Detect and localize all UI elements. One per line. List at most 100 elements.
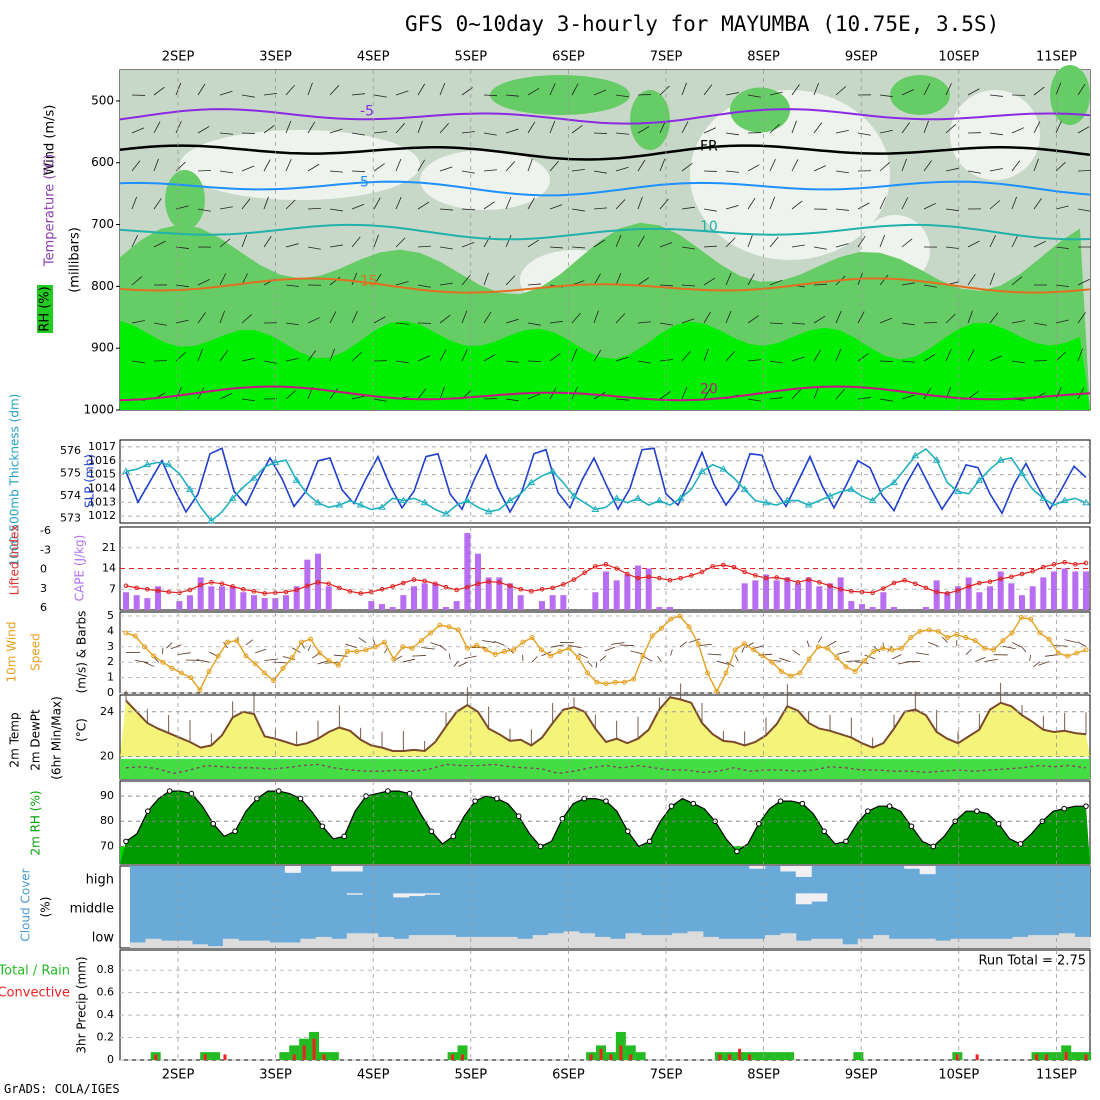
lifted-index-marker: [603, 562, 609, 567]
wind-barb: [571, 83, 579, 96]
wind-barb: [630, 650, 644, 655]
x-tick-label-top: 4SEP: [357, 50, 390, 65]
wind-speed-marker: [1009, 630, 1015, 636]
x-tick-label-bottom: 5SEP: [455, 1068, 488, 1083]
lifted-index-marker: [699, 569, 705, 575]
cape-bar: [293, 586, 300, 610]
wind-barb: [458, 661, 468, 667]
wind-speed-marker: [834, 655, 840, 661]
wind-barb: [857, 397, 871, 400]
wind-speed-marker: [520, 639, 526, 645]
y-axis-label-precip: 3hr Precip (mm): [75, 956, 89, 1053]
cape-bar: [1083, 571, 1089, 610]
wind-barb: [505, 398, 519, 402]
wind-barb: [619, 644, 634, 646]
wind-speed-marker: [963, 635, 969, 641]
wind-barb: [549, 352, 561, 362]
wind-barb: [989, 355, 1003, 362]
wind-barb: [329, 388, 338, 400]
wind-speed-marker: [123, 630, 129, 636]
wind-barb: [945, 208, 959, 212]
rh-marker: [646, 838, 653, 845]
lifted-index-marker: [315, 580, 321, 585]
thickness-marker: [527, 478, 536, 486]
rh-marker: [690, 800, 697, 807]
wind-speed-marker: [474, 642, 480, 648]
wind-barb: [879, 360, 894, 362]
wind-barb: [550, 644, 564, 648]
lifted-index-marker: [1041, 564, 1046, 570]
wind-barb: [747, 315, 759, 324]
wind-barb: [769, 360, 783, 364]
wind-barb: [659, 284, 673, 287]
wind-speed-marker: [418, 638, 424, 644]
cape-bar: [411, 586, 417, 610]
wind-barb: [439, 386, 445, 400]
wind-barb: [219, 170, 233, 174]
wind-barb: [923, 284, 937, 288]
wind-barb: [439, 123, 449, 134]
cape-bar: [1008, 583, 1015, 610]
thickness-marker: [634, 494, 642, 501]
lifted-index-marker: [635, 575, 641, 581]
wind-barb: [285, 284, 299, 287]
cape-bar: [176, 601, 183, 610]
cape-bar: [251, 595, 257, 610]
wind-speed-marker: [686, 624, 692, 630]
thickness-marker: [228, 494, 237, 501]
cloud-layer-label: middle: [70, 902, 114, 917]
wind-barb: [285, 390, 297, 400]
wind-barb: [681, 162, 693, 172]
rh-marker: [821, 828, 827, 835]
rh-mid-region: [630, 90, 670, 150]
wind-barb: [448, 653, 451, 660]
y-tick-label: 80: [100, 814, 114, 827]
lifted-index-marker: [401, 580, 406, 586]
thickness-marker: [463, 496, 472, 504]
rh-marker: [123, 838, 129, 845]
wind-barb: [417, 355, 431, 362]
wind-barb: [857, 235, 866, 248]
lifted-index-marker: [913, 581, 918, 587]
low-cloud-bar: [687, 931, 704, 948]
wind-barb: [307, 644, 311, 652]
wind-barb: [725, 272, 732, 286]
wind-barb: [505, 275, 516, 286]
wind-barb: [835, 310, 842, 324]
y-axis-label-minmax: (6hr Min/Max): [50, 696, 64, 780]
series-line-thickness: [125, 447, 1087, 522]
rh-marker: [166, 788, 173, 794]
wind-barb: [813, 386, 819, 400]
lifted-index-marker: [614, 566, 619, 571]
wind-barb: [901, 394, 915, 400]
rh-marker: [886, 803, 893, 809]
cape-bar: [133, 595, 140, 610]
wind-barb: [1033, 661, 1041, 668]
wind-barb: [241, 198, 251, 210]
wind-barb: [989, 168, 1003, 172]
wind-barb: [928, 641, 939, 647]
wind-barb: [131, 160, 141, 172]
y-tick-label: 90: [100, 789, 114, 802]
wind-barb: [637, 277, 650, 286]
wind-barb: [177, 652, 191, 656]
lifted-index-marker: [198, 582, 203, 588]
wind-barb: [241, 132, 256, 134]
wind-speed-marker: [409, 645, 415, 651]
lifted-index-marker: [977, 580, 982, 586]
wind-barb: [734, 655, 739, 662]
lifted-index-marker: [859, 589, 865, 595]
rh-marker: [428, 828, 435, 835]
wind-barb: [747, 164, 760, 172]
wind-barb: [879, 274, 889, 286]
wind-speed-marker: [151, 653, 157, 659]
wind-speed-marker: [345, 648, 351, 654]
lifted-index-marker: [219, 581, 225, 587]
wind-speed-marker: [428, 630, 434, 636]
cape-bar: [891, 607, 897, 610]
lifted-index-marker: [1083, 560, 1089, 566]
low-cloud-bar: [594, 936, 611, 948]
wind-barb: [307, 163, 320, 172]
precip-convective-bar: [1064, 1052, 1068, 1060]
wind-speed-marker: [391, 656, 397, 662]
